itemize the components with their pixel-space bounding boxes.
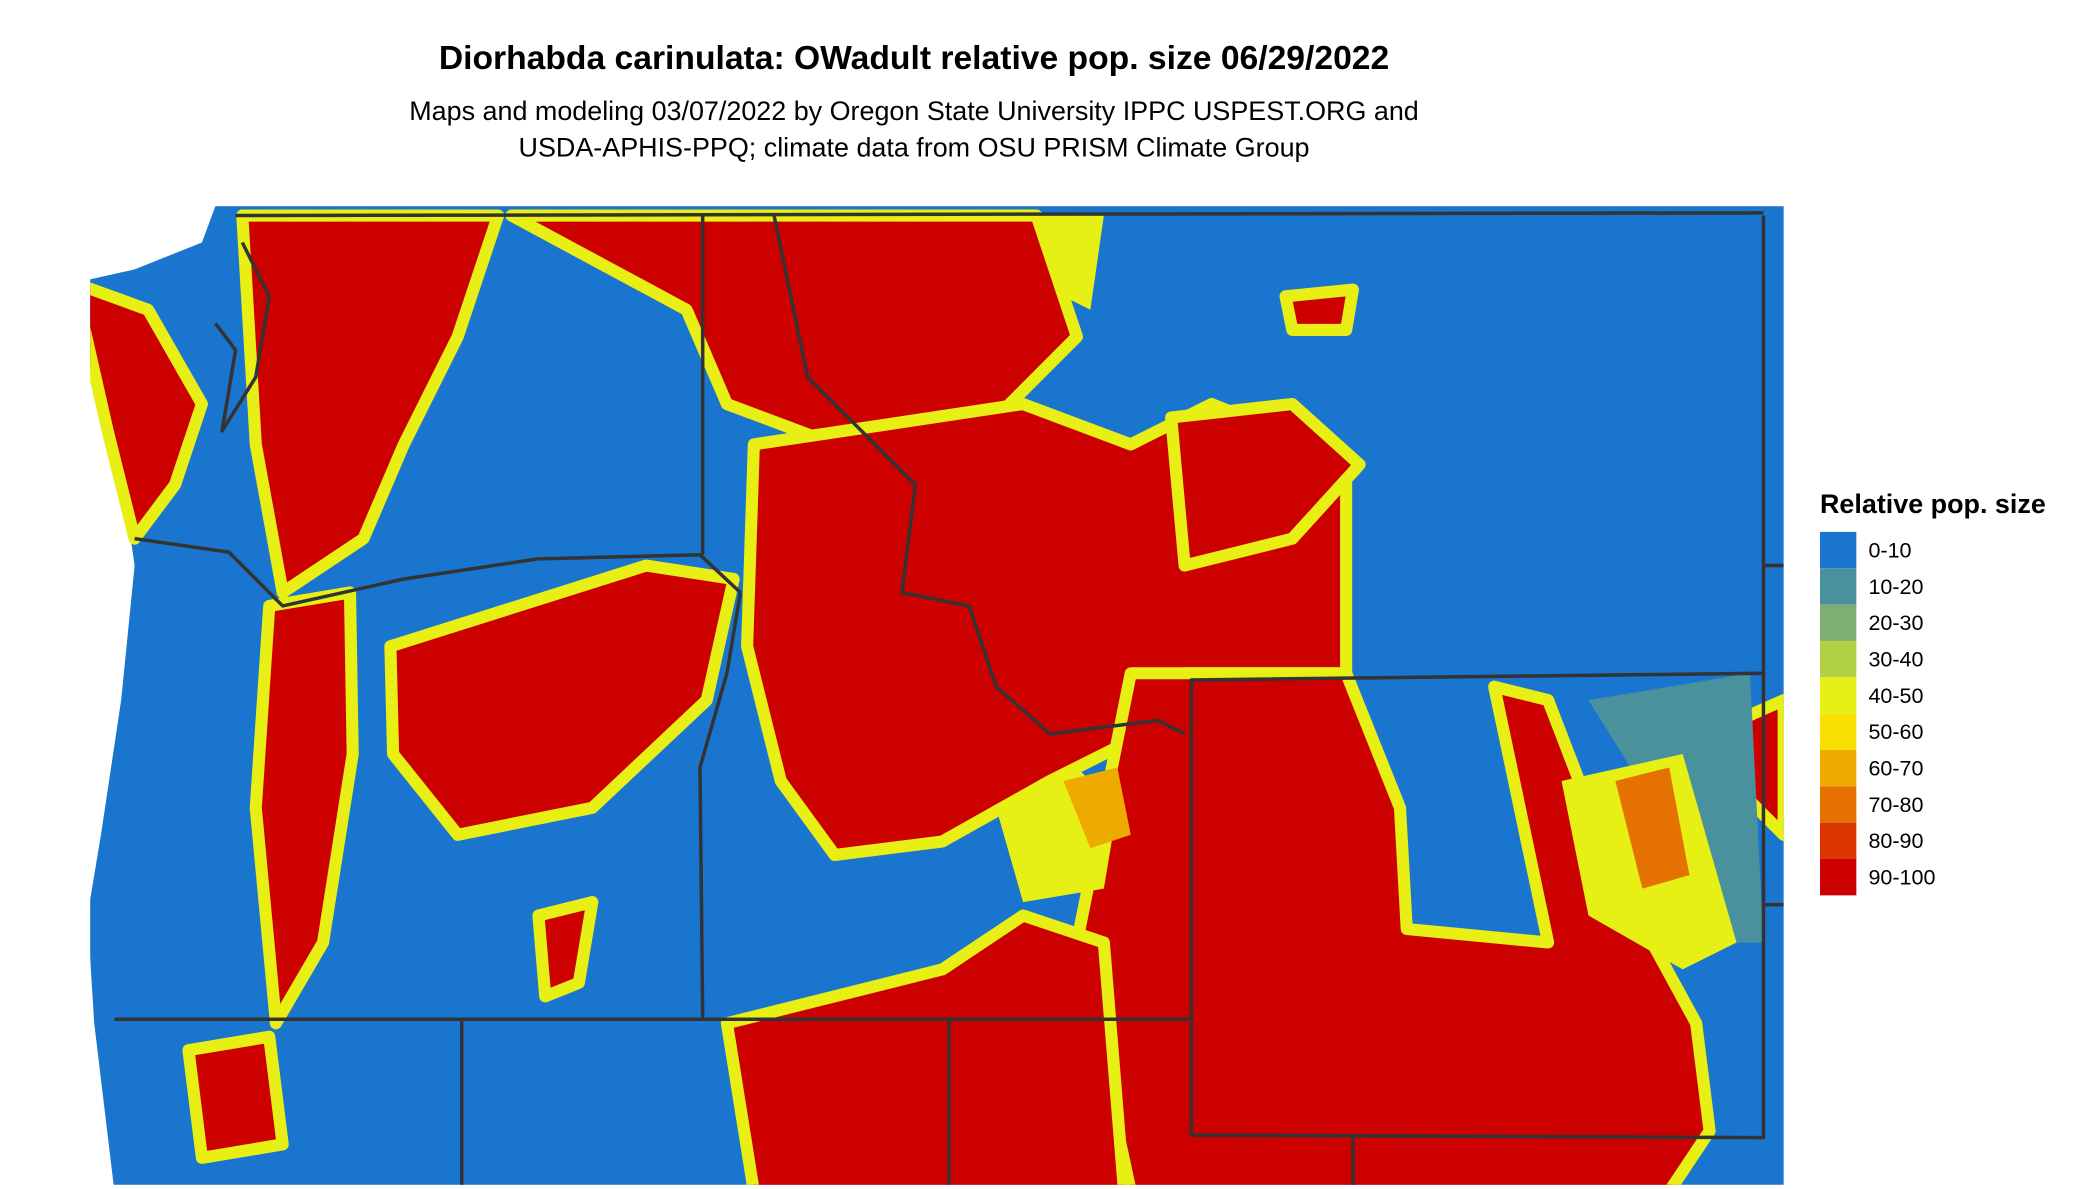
ocean-background xyxy=(90,206,95,1185)
high-population-areas xyxy=(90,209,1784,1185)
moderate-population-areas xyxy=(996,215,1764,970)
legend-label: 40-50 xyxy=(1868,684,1923,708)
legend-label: 60-70 xyxy=(1868,757,1923,781)
legend-label: 50-60 xyxy=(1868,720,1923,744)
state-borders xyxy=(114,211,1784,1185)
legend-swatch xyxy=(1820,859,1857,896)
legend: Relative pop. size 0-10 10-20 20-30 30-40 40… xyxy=(1820,489,2046,896)
legend-swatch xyxy=(1820,749,1857,787)
legend-swatch xyxy=(1820,640,1857,678)
legend-label: 10-20 xyxy=(1868,575,1923,599)
legend-label: 90-100 xyxy=(1868,866,1935,890)
legend-title: Relative pop. size xyxy=(1820,489,2046,519)
legend-swatch xyxy=(1820,677,1857,714)
legend-label: 30-40 xyxy=(1868,648,1923,672)
legend-label: 0-10 xyxy=(1868,538,1911,562)
legend-swatch xyxy=(1820,531,1857,569)
map-subtitle-line-1: Maps and modeling 03/07/2022 by Oregon S… xyxy=(409,96,1419,126)
legend-label: 70-80 xyxy=(1868,793,1923,817)
map-title: Diorhabda carinulata: OWadult relative p… xyxy=(439,40,1389,77)
legend-label: 20-30 xyxy=(1868,611,1923,635)
legend-label: 80-90 xyxy=(1868,829,1923,853)
map-subtitle-line-2: USDA-APHIS-PPQ; climate data from OSU PR… xyxy=(519,132,1310,162)
legend-swatch xyxy=(1820,713,1857,750)
map-raster xyxy=(90,206,1784,1185)
legend-swatch xyxy=(1820,568,1857,605)
legend-swatch xyxy=(1820,822,1857,860)
legend-swatch xyxy=(1820,604,1857,641)
legend-swatch xyxy=(1820,786,1857,823)
